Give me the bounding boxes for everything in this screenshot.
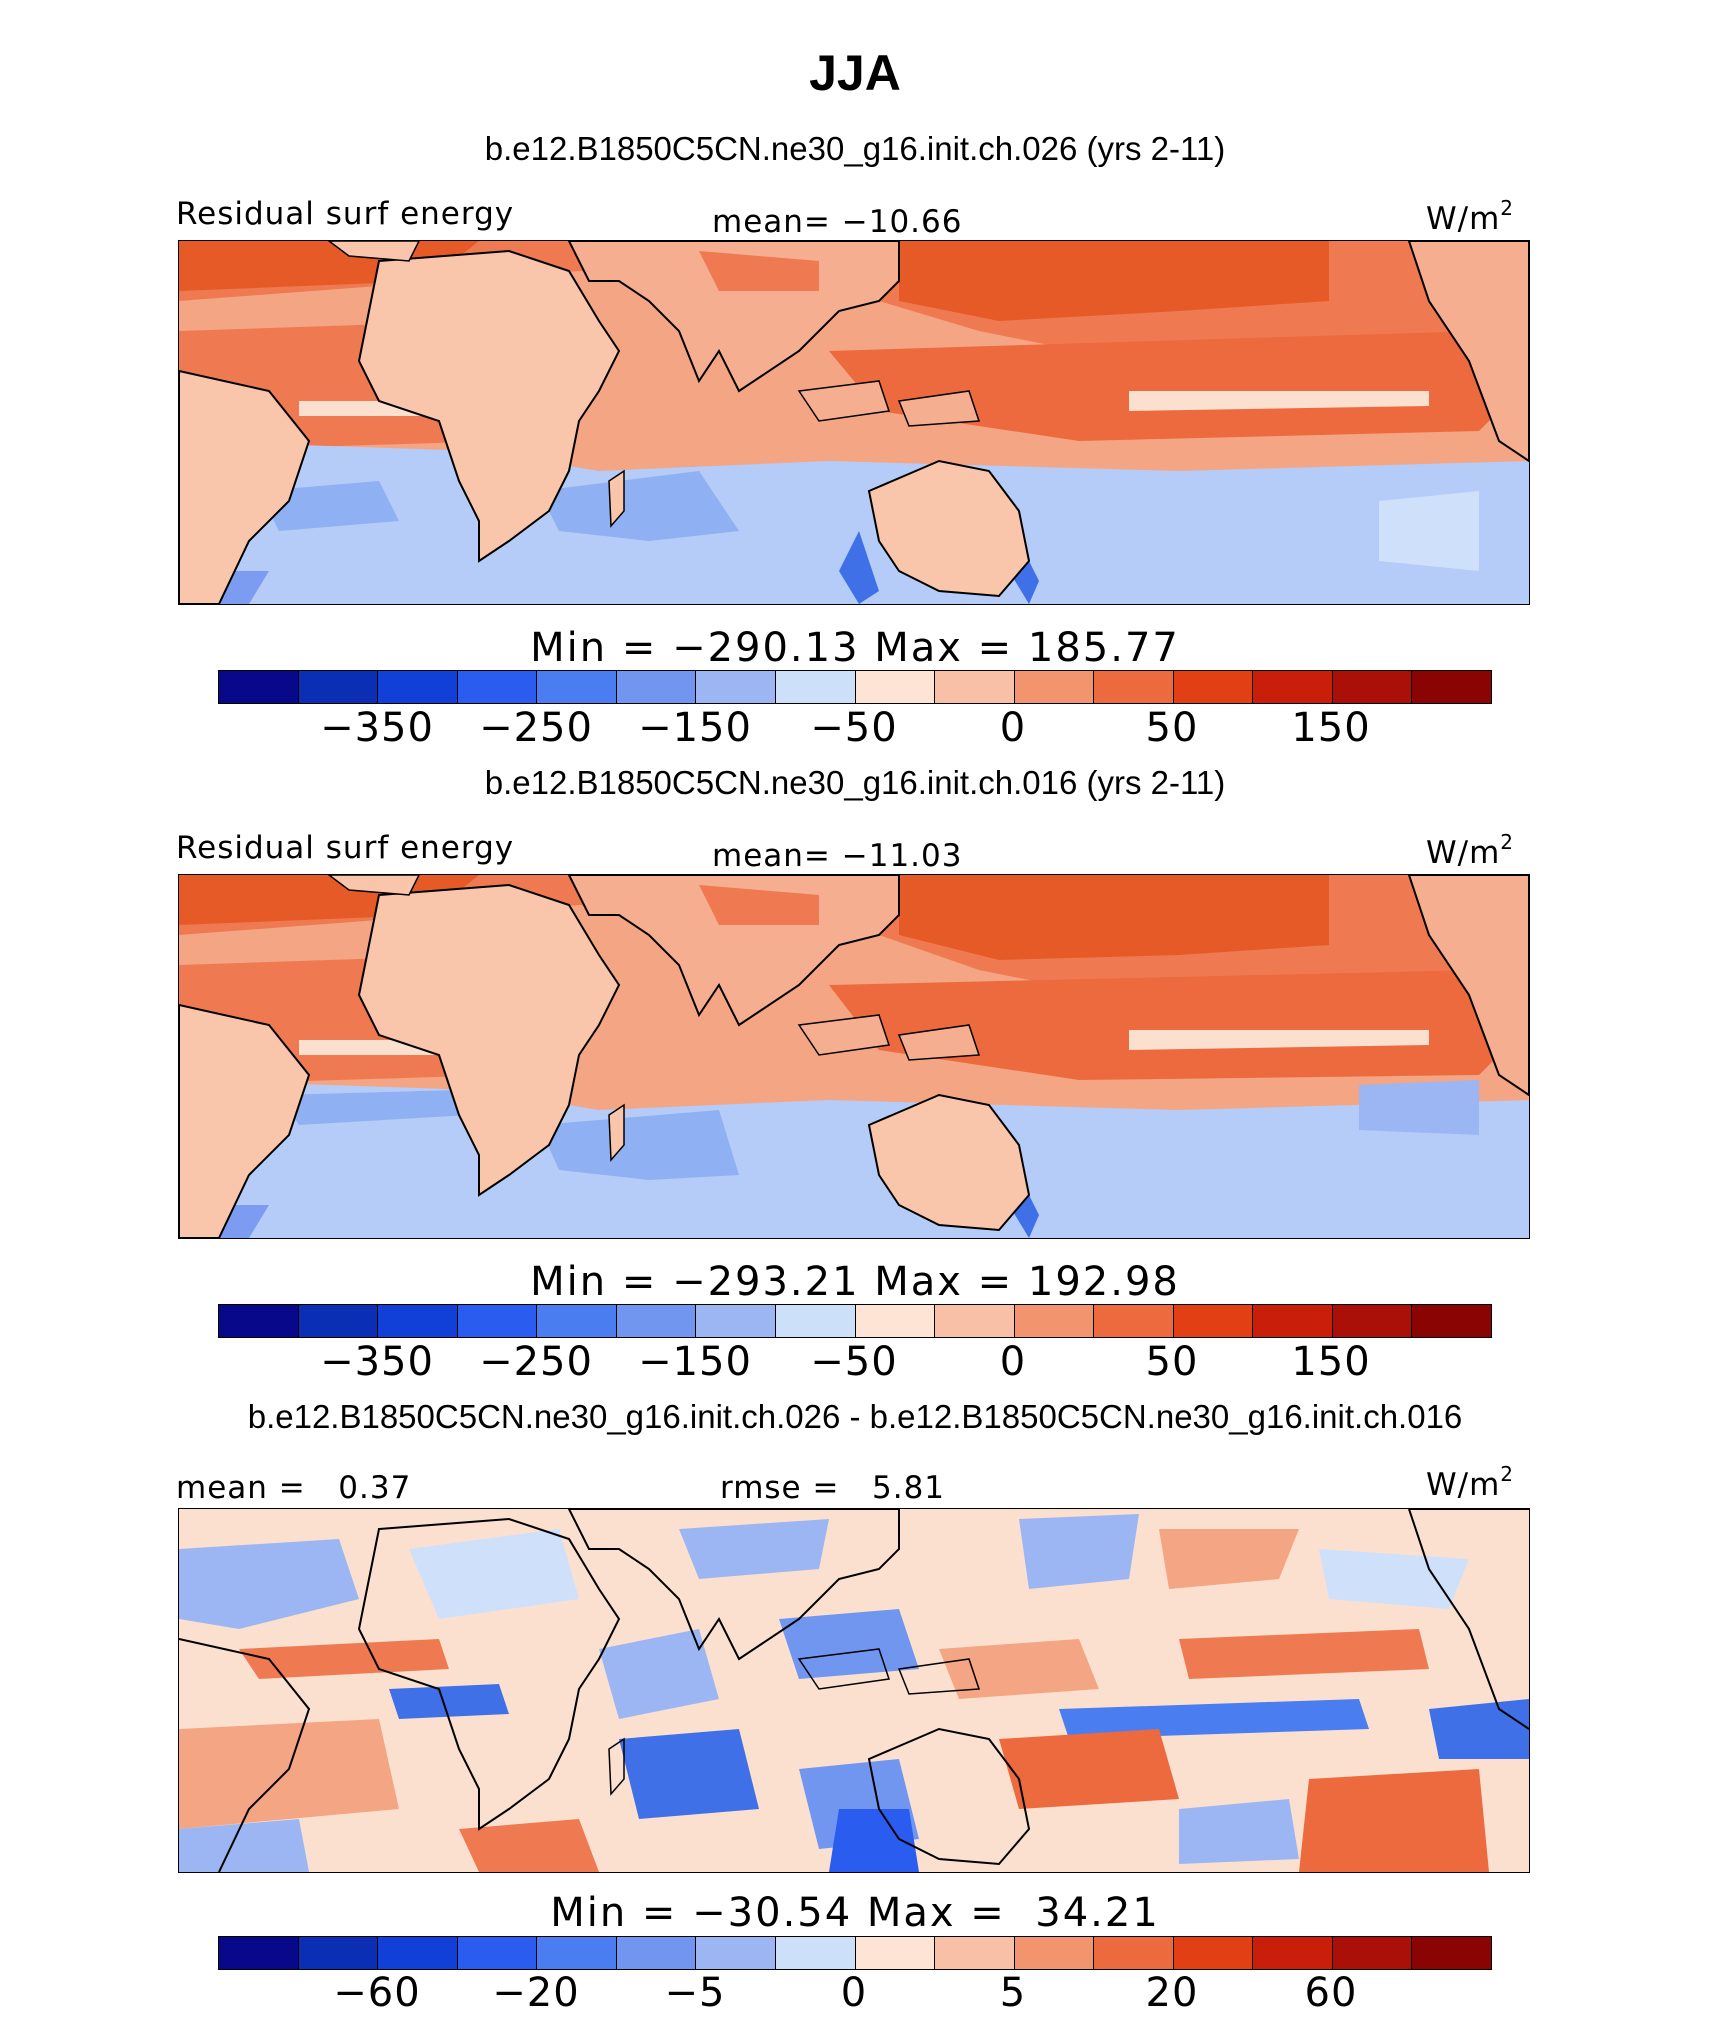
colorbar-swatch [855, 1937, 936, 1969]
panel2-units: W/m2 [1426, 830, 1515, 871]
panel3-minmax: Min = −30.54 Max = 34.21 [550, 1890, 1160, 1936]
colorbar-swatch [378, 1937, 458, 1969]
colorbar-swatch [219, 671, 299, 703]
panel2-minmax: Min = −293.21 Max = 192.98 [530, 1259, 1180, 1305]
colorbar-swatch [616, 671, 697, 703]
colorbar-swatch [1412, 1937, 1491, 1969]
colorbar-swatch [298, 671, 379, 703]
colorbar-tick: 50 [1145, 705, 1199, 751]
panel1-title: b.e12.B1850C5CN.ne30_g16.init.ch.026 (yr… [484, 130, 1226, 167]
colorbar-swatch [855, 1305, 936, 1337]
colorbar-swatch [1094, 1937, 1174, 1969]
colorbar-swatch [855, 671, 936, 703]
colorbar-swatch [1332, 1305, 1413, 1337]
colorbar-swatch [1253, 1937, 1333, 1969]
colorbar-swatch [219, 1937, 299, 1969]
colorbar-swatch [1173, 1937, 1254, 1969]
colorbar-swatch [1094, 1305, 1174, 1337]
colorbar-swatch [537, 1937, 617, 1969]
colorbar-swatch [457, 1305, 538, 1337]
colorbar-tick: 50 [1145, 1339, 1199, 1385]
colorbar-tick: 0 [999, 1339, 1027, 1385]
colorbar-tick: −250 [479, 1339, 593, 1385]
panel1-colorbar [218, 670, 1492, 704]
panel3-rmse-label: rmse = 5.81 [720, 1470, 946, 1506]
colorbar-tick: −350 [320, 705, 434, 751]
panel1-mean-label: mean= −10.66 [712, 204, 963, 240]
colorbar-swatch [457, 671, 538, 703]
figure-title: JJA [809, 45, 901, 101]
colorbar-swatch [696, 1305, 776, 1337]
colorbar-tick: 0 [840, 1970, 868, 2016]
colorbar-swatch [1412, 1305, 1491, 1337]
colorbar-tick: 150 [1291, 1339, 1371, 1385]
panel2-mean-label: mean= −11.03 [712, 838, 963, 874]
panel2-map [178, 874, 1530, 1239]
colorbar-tick: −150 [638, 1339, 752, 1385]
colorbar-swatch [298, 1305, 379, 1337]
colorbar-swatch [1173, 1305, 1254, 1337]
panel3-mean-label: mean = 0.37 [176, 1470, 412, 1506]
panel1-minmax: Min = −290.13 Max = 185.77 [530, 625, 1180, 671]
colorbar-swatch [1253, 1305, 1333, 1337]
colorbar-tick: −50 [810, 1339, 898, 1385]
colorbar-swatch [1094, 671, 1174, 703]
colorbar-swatch [1014, 671, 1095, 703]
panel2-colorbar [218, 1304, 1492, 1338]
colorbar-tick: −350 [320, 1339, 434, 1385]
panel1-variable-label: Residual surf energy [176, 196, 515, 232]
panel2-title: b.e12.B1850C5CN.ne30_g16.init.ch.016 (yr… [484, 764, 1226, 801]
colorbar-tick: −5 [664, 1970, 726, 2016]
colorbar-swatch [1014, 1305, 1095, 1337]
panel3-map [178, 1508, 1530, 1873]
colorbar-swatch [1253, 671, 1333, 703]
colorbar-tick: 150 [1291, 705, 1371, 751]
colorbar-tick: 5 [999, 1970, 1027, 2016]
colorbar-tick: −150 [638, 705, 752, 751]
colorbar-swatch [537, 671, 617, 703]
colorbar-swatch [696, 671, 776, 703]
colorbar-swatch [1014, 1937, 1095, 1969]
colorbar-swatch [1332, 1937, 1413, 1969]
colorbar-swatch [1173, 671, 1254, 703]
colorbar-swatch [616, 1305, 697, 1337]
colorbar-swatch [935, 1305, 1015, 1337]
colorbar-tick: −50 [810, 705, 898, 751]
colorbar-swatch [616, 1937, 697, 1969]
colorbar-swatch [537, 1305, 617, 1337]
colorbar-tick: −250 [479, 705, 593, 751]
colorbar-swatch [935, 1937, 1015, 1969]
panel1-map [178, 240, 1530, 605]
panel1-units: W/m2 [1426, 196, 1515, 237]
colorbar-swatch [298, 1937, 379, 1969]
colorbar-swatch [775, 1937, 856, 1969]
colorbar-swatch [378, 1305, 458, 1337]
colorbar-swatch [935, 671, 1015, 703]
colorbar-swatch [219, 1305, 299, 1337]
colorbar-swatch [1412, 671, 1491, 703]
panel3-units: W/m2 [1426, 1462, 1515, 1503]
colorbar-tick: −60 [333, 1970, 421, 2016]
colorbar-swatch [696, 1937, 776, 1969]
colorbar-tick: 60 [1304, 1970, 1358, 2016]
colorbar-swatch [457, 1937, 538, 1969]
colorbar-tick: 20 [1145, 1970, 1199, 2016]
colorbar-swatch [1332, 671, 1413, 703]
colorbar-tick: 0 [999, 705, 1027, 751]
colorbar-swatch [775, 671, 856, 703]
panel3-title: b.e12.B1850C5CN.ne30_g16.init.ch.026 - b… [247, 1398, 1463, 1435]
colorbar-tick: −20 [492, 1970, 580, 2016]
colorbar-swatch [775, 1305, 856, 1337]
panel2-variable-label: Residual surf energy [176, 830, 515, 866]
panel3-colorbar [218, 1936, 1492, 1970]
colorbar-swatch [378, 671, 458, 703]
